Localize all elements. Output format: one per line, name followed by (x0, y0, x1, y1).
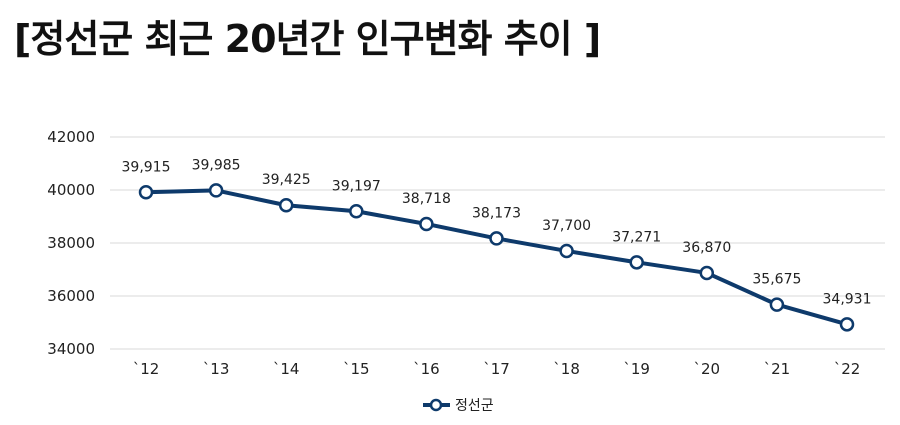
data-point (349, 204, 364, 219)
data-point (559, 243, 574, 259)
data-point (769, 297, 785, 312)
chart-title: [정선군 최근 20년간 인구변화 추이 ] (14, 17, 601, 61)
y-tick-label: 36000 (47, 287, 95, 305)
data-point (489, 231, 504, 246)
data-point (699, 265, 715, 281)
y-tick-label: 38000 (47, 234, 95, 252)
x-axis-ticks: `12 `13 `14 `15 `16 `17 `18 `19 `20 `21 `22 (133, 360, 861, 378)
data-label: 34,931 (823, 291, 872, 307)
y-tick-label: 34000 (47, 340, 95, 358)
y-tick-label: 40000 (47, 181, 95, 199)
data-point (629, 255, 644, 270)
data-labels: 39,915 39,985 39,425 39,197 38,718 38,173 37,7… (122, 157, 872, 307)
x-tick-label: `12 (133, 360, 160, 378)
x-tick-label: `20 (694, 360, 721, 378)
data-label: 39,985 (192, 157, 241, 173)
x-tick-label: `18 (553, 360, 580, 378)
legend-label: 정선군 (455, 398, 494, 414)
data-point (839, 317, 855, 332)
x-tick-label: `14 (273, 360, 300, 378)
y-tick-label: 42000 (47, 128, 95, 146)
y-axis-ticks: 34000 36000 38000 40000 42000 (47, 128, 95, 358)
legend: 정선군 (423, 398, 494, 414)
data-label: 36,870 (682, 240, 731, 256)
x-tick-label: `22 (834, 360, 861, 378)
series-population (138, 183, 855, 332)
x-tick-label: `15 (343, 360, 370, 378)
x-tick-label: `13 (203, 360, 230, 378)
data-label: 39,197 (332, 178, 381, 194)
data-point (208, 183, 224, 198)
x-tick-label: `17 (483, 360, 510, 378)
data-label: 38,718 (402, 191, 451, 207)
x-tick-label: `21 (764, 360, 791, 378)
legend-marker (429, 398, 443, 412)
data-label: 39,915 (122, 159, 171, 175)
data-label: 35,675 (752, 272, 801, 288)
x-tick-label: `19 (623, 360, 650, 378)
data-label: 37,700 (542, 218, 591, 234)
data-label: 37,271 (612, 229, 661, 245)
data-point (138, 185, 154, 200)
x-tick-label: `16 (413, 360, 440, 378)
data-point (419, 216, 434, 232)
data-label: 39,425 (262, 172, 311, 188)
data-label: 38,173 (472, 205, 521, 221)
data-point (278, 197, 294, 213)
